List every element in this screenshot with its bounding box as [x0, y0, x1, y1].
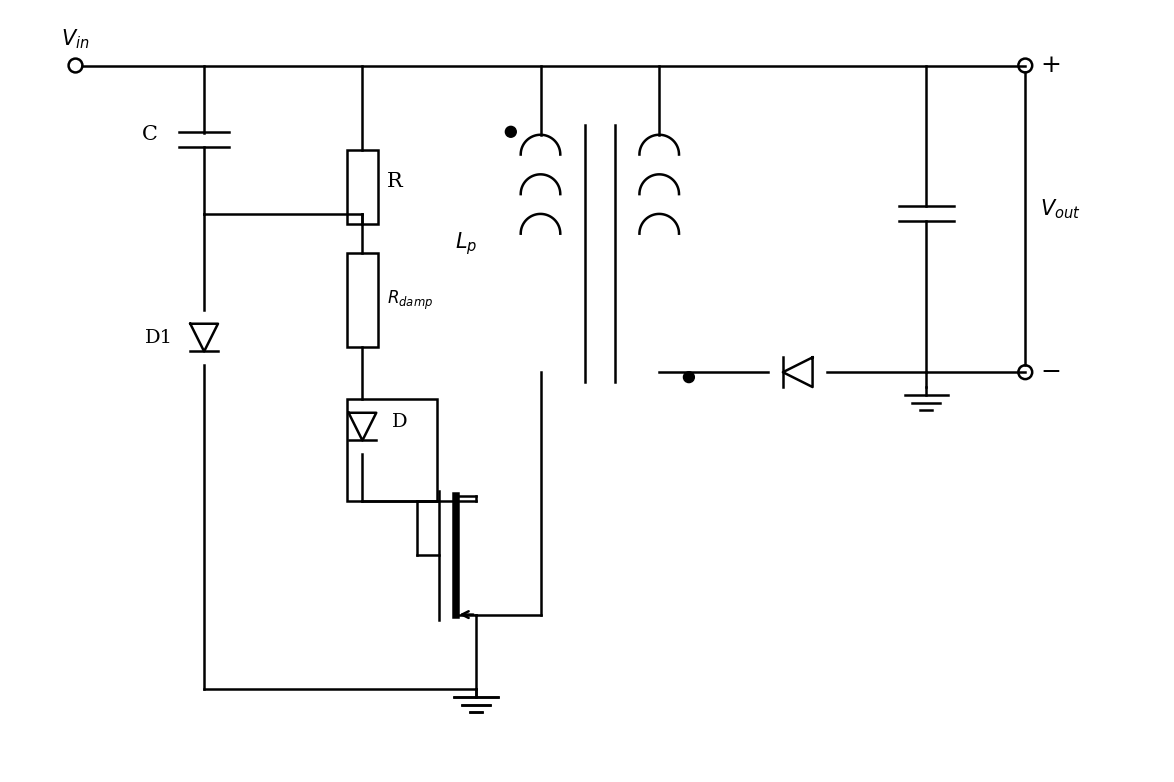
Polygon shape	[190, 324, 218, 351]
Text: $L_p$: $L_p$	[456, 230, 478, 257]
Text: $V_{out}$: $V_{out}$	[1040, 197, 1081, 221]
Bar	[346, 253, 378, 347]
Circle shape	[505, 127, 517, 137]
Text: $R_{damp}$: $R_{damp}$	[387, 289, 433, 312]
Text: −: −	[1040, 361, 1061, 384]
Text: D1: D1	[144, 328, 173, 346]
Text: R: R	[387, 172, 403, 192]
Text: C: C	[142, 125, 157, 144]
Bar	[346, 399, 437, 500]
Polygon shape	[349, 413, 377, 440]
Text: +: +	[1040, 54, 1061, 77]
Polygon shape	[783, 357, 812, 387]
Text: $V_{in}$: $V_{in}$	[61, 27, 89, 51]
Bar	[346, 149, 378, 224]
Text: D: D	[392, 413, 407, 431]
Circle shape	[683, 371, 694, 382]
